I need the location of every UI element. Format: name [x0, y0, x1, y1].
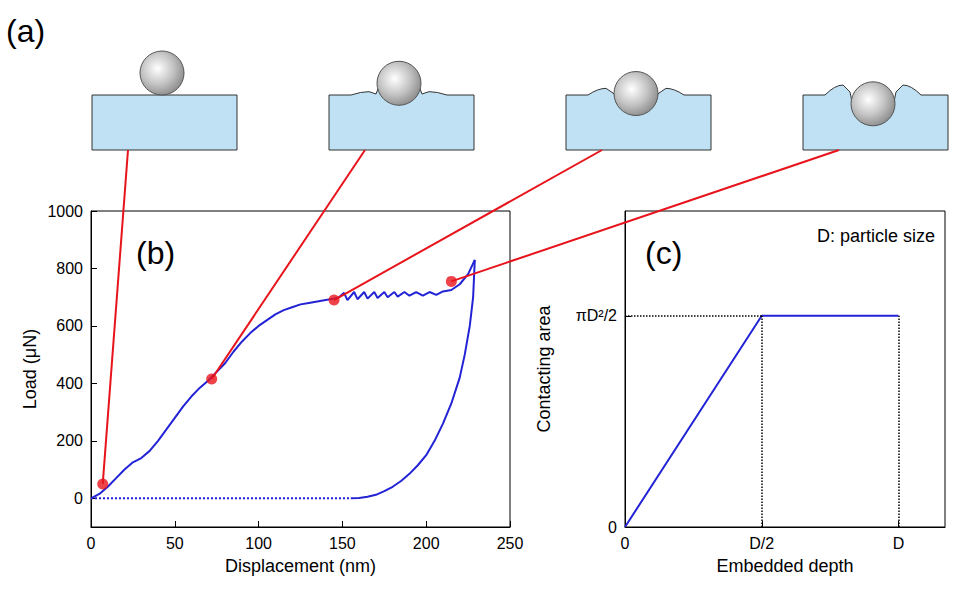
- svg-text:0: 0: [74, 490, 83, 507]
- svg-text:(c): (c): [645, 235, 682, 271]
- svg-text:200: 200: [413, 535, 440, 552]
- svg-text:(b): (b): [136, 235, 175, 271]
- svg-text:0: 0: [621, 535, 630, 552]
- svg-text:D/2: D/2: [749, 535, 774, 552]
- svg-text:πD²/2: πD²/2: [576, 307, 617, 324]
- svg-text:1000: 1000: [47, 203, 83, 220]
- svg-text:Contacting area: Contacting area: [534, 304, 554, 432]
- svg-text:D: D: [893, 535, 905, 552]
- svg-text:400: 400: [56, 375, 83, 392]
- svg-text:600: 600: [56, 317, 83, 334]
- svg-text:D: particle size: D: particle size: [817, 226, 935, 246]
- svg-text:150: 150: [329, 535, 356, 552]
- svg-text:0: 0: [608, 519, 617, 536]
- svg-text:0: 0: [87, 535, 96, 552]
- svg-text:250: 250: [497, 535, 524, 552]
- svg-text:Embedded depth: Embedded depth: [716, 556, 853, 576]
- svg-text:(a): (a): [6, 13, 45, 49]
- svg-text:200: 200: [56, 432, 83, 449]
- svg-text:800: 800: [56, 260, 83, 277]
- svg-text:50: 50: [166, 535, 184, 552]
- svg-text:Displacement (nm): Displacement (nm): [225, 556, 376, 576]
- svg-text:Load (μN): Load (μN): [20, 329, 40, 409]
- svg-text:100: 100: [245, 535, 272, 552]
